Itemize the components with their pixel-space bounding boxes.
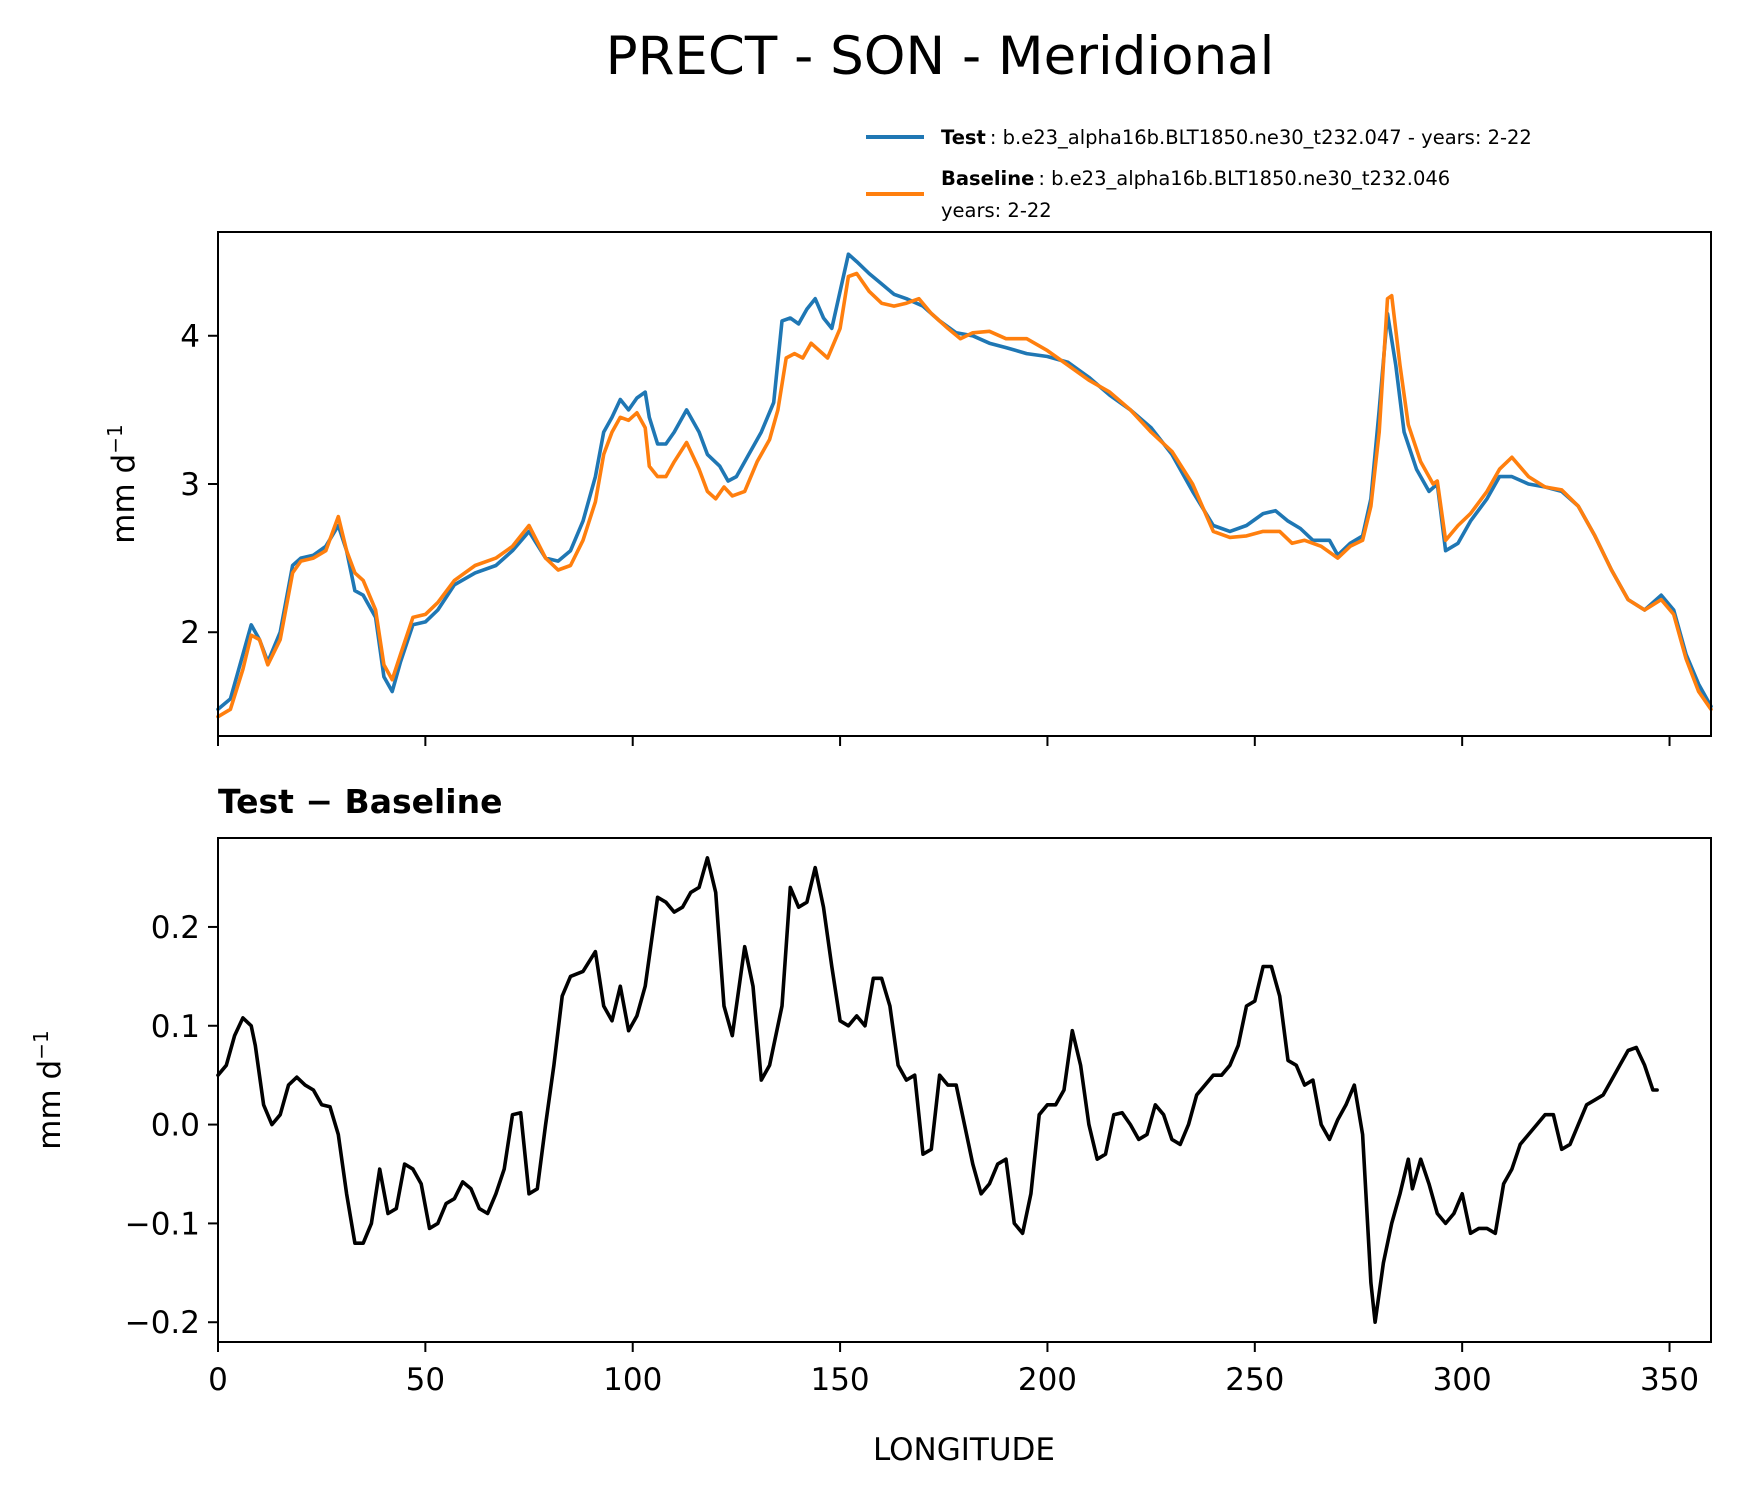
bottom-xtick-label: 0 <box>208 1362 228 1398</box>
top-ytick-label: 2 <box>180 615 200 651</box>
top-ylabel: mm d−1 <box>103 424 142 543</box>
bottom-axes-frame <box>217 837 1712 1343</box>
legend: Test: b.e23_alpha16b.BLT1850.ne30_t232.0… <box>866 126 1532 222</box>
top-series-test <box>216 252 1713 712</box>
bottom-xtick-label: 300 <box>1433 1362 1492 1398</box>
bottom-series-test-baseline <box>216 856 1659 1324</box>
x-axis-label: LONGITUDE <box>873 1432 1055 1468</box>
legend-baseline-name: Baseline <box>941 167 1034 190</box>
top-ytick-label: 4 <box>180 319 200 355</box>
legend-test-desc: : b.e23_alpha16b.BLT1850.ne30_t232.047 -… <box>990 126 1532 149</box>
legend-test-text: Test: b.e23_alpha16b.BLT1850.ne30_t232.0… <box>941 126 1532 149</box>
legend-baseline-desc: : b.e23_alpha16b.BLT1850.ne30_t232.046 <box>1038 167 1450 190</box>
top-axes-frame <box>217 231 1712 737</box>
bottom-xtick-label: 350 <box>1640 1362 1699 1398</box>
bottom-ytick-label: −0.2 <box>125 1305 200 1341</box>
bottom-xtick-label: 100 <box>603 1362 662 1398</box>
top-ticks-group: 2 3 4 <box>180 319 1671 746</box>
bottom-ytick-label: −0.1 <box>125 1206 200 1242</box>
bottom-ytick-label: 0.1 <box>151 1009 200 1045</box>
bottom-ylabel: mm d−1 <box>29 1030 68 1149</box>
legend-test-name: Test <box>941 126 986 149</box>
bottom-ytick-label: 0.2 <box>151 910 200 946</box>
top-series-baseline <box>216 271 1713 719</box>
bottom-xtick-label: 200 <box>1018 1362 1077 1398</box>
bottom-series-group <box>216 856 1659 1324</box>
top-series-group <box>216 252 1713 719</box>
bottom-ytick-label: 0.0 <box>151 1108 200 1144</box>
bottom-panel-title: Test − Baseline <box>218 782 503 821</box>
legend-baseline-desc-line2: years: 2-22 <box>941 199 1052 222</box>
figure-title: PRECT - SON - Meridional <box>606 26 1275 87</box>
top-ytick-label: 3 <box>180 467 200 503</box>
legend-baseline-text: Baseline: b.e23_alpha16b.BLT1850.ne30_t2… <box>941 167 1450 190</box>
bottom-xtick-label: 150 <box>810 1362 869 1398</box>
top-panel: 2 3 4 mm d−1 <box>103 231 1713 746</box>
bottom-xtick-label: 250 <box>1225 1362 1284 1398</box>
bottom-xtick-label: 50 <box>406 1362 445 1398</box>
bottom-ticks-group: 0 50 100 150 200 250 300 350 −0.2 −0.1 0.0 0.1 0.2 <box>125 910 1699 1398</box>
bottom-panel: Test − Baseline 0 50 100 150 200 250 300 350 −0.… <box>29 782 1712 1468</box>
